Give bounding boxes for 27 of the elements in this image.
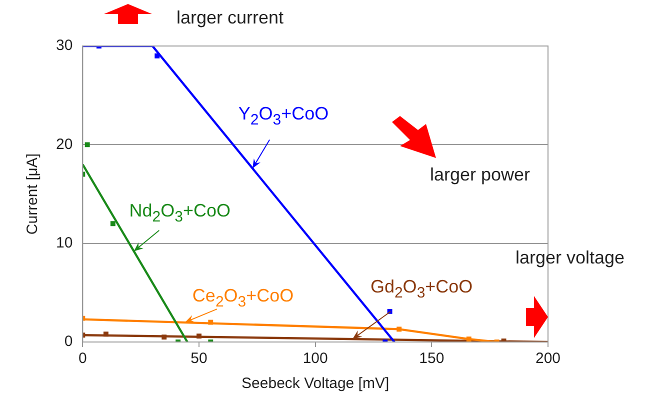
point — [196, 334, 202, 339]
annotation: Gd$_{2}$O$_{3}$+CoO — [370, 276, 473, 302]
y-tick-label: 20 — [56, 136, 73, 153]
x-axis-title: Seebeck Voltage [mV] — [242, 375, 390, 392]
point — [208, 320, 214, 325]
y-tick-label: 0 — [64, 333, 73, 350]
point — [110, 221, 116, 226]
x-tick-label: 150 — [419, 350, 444, 368]
y-axis-title: Current [μA] — [24, 153, 42, 235]
x-tick-label: 100 — [302, 350, 328, 368]
y-tick-label: 10 — [56, 234, 73, 252]
annotation: larger power — [430, 164, 530, 186]
point — [103, 332, 108, 337]
point — [154, 53, 160, 58]
annotation: Ce$_{2}$O$_{3}$+CoO — [192, 286, 294, 311]
x-tick-label: 50 — [190, 350, 208, 368]
annotation: Y$_{2}$O$_{3}$+CoO — [238, 104, 329, 129]
annotation: Nd$_{2}$O$_{3}$+CoO — [129, 200, 230, 226]
y-tick-label: 30 — [56, 37, 73, 54]
point — [396, 326, 402, 332]
x-tick-label: 200 — [535, 350, 561, 368]
point — [466, 336, 472, 342]
point — [84, 142, 90, 148]
text: larger current — [176, 8, 284, 28]
x-tick-label: 0 — [78, 350, 87, 368]
point — [162, 334, 167, 340]
annotation: larger voltage — [515, 248, 625, 268]
